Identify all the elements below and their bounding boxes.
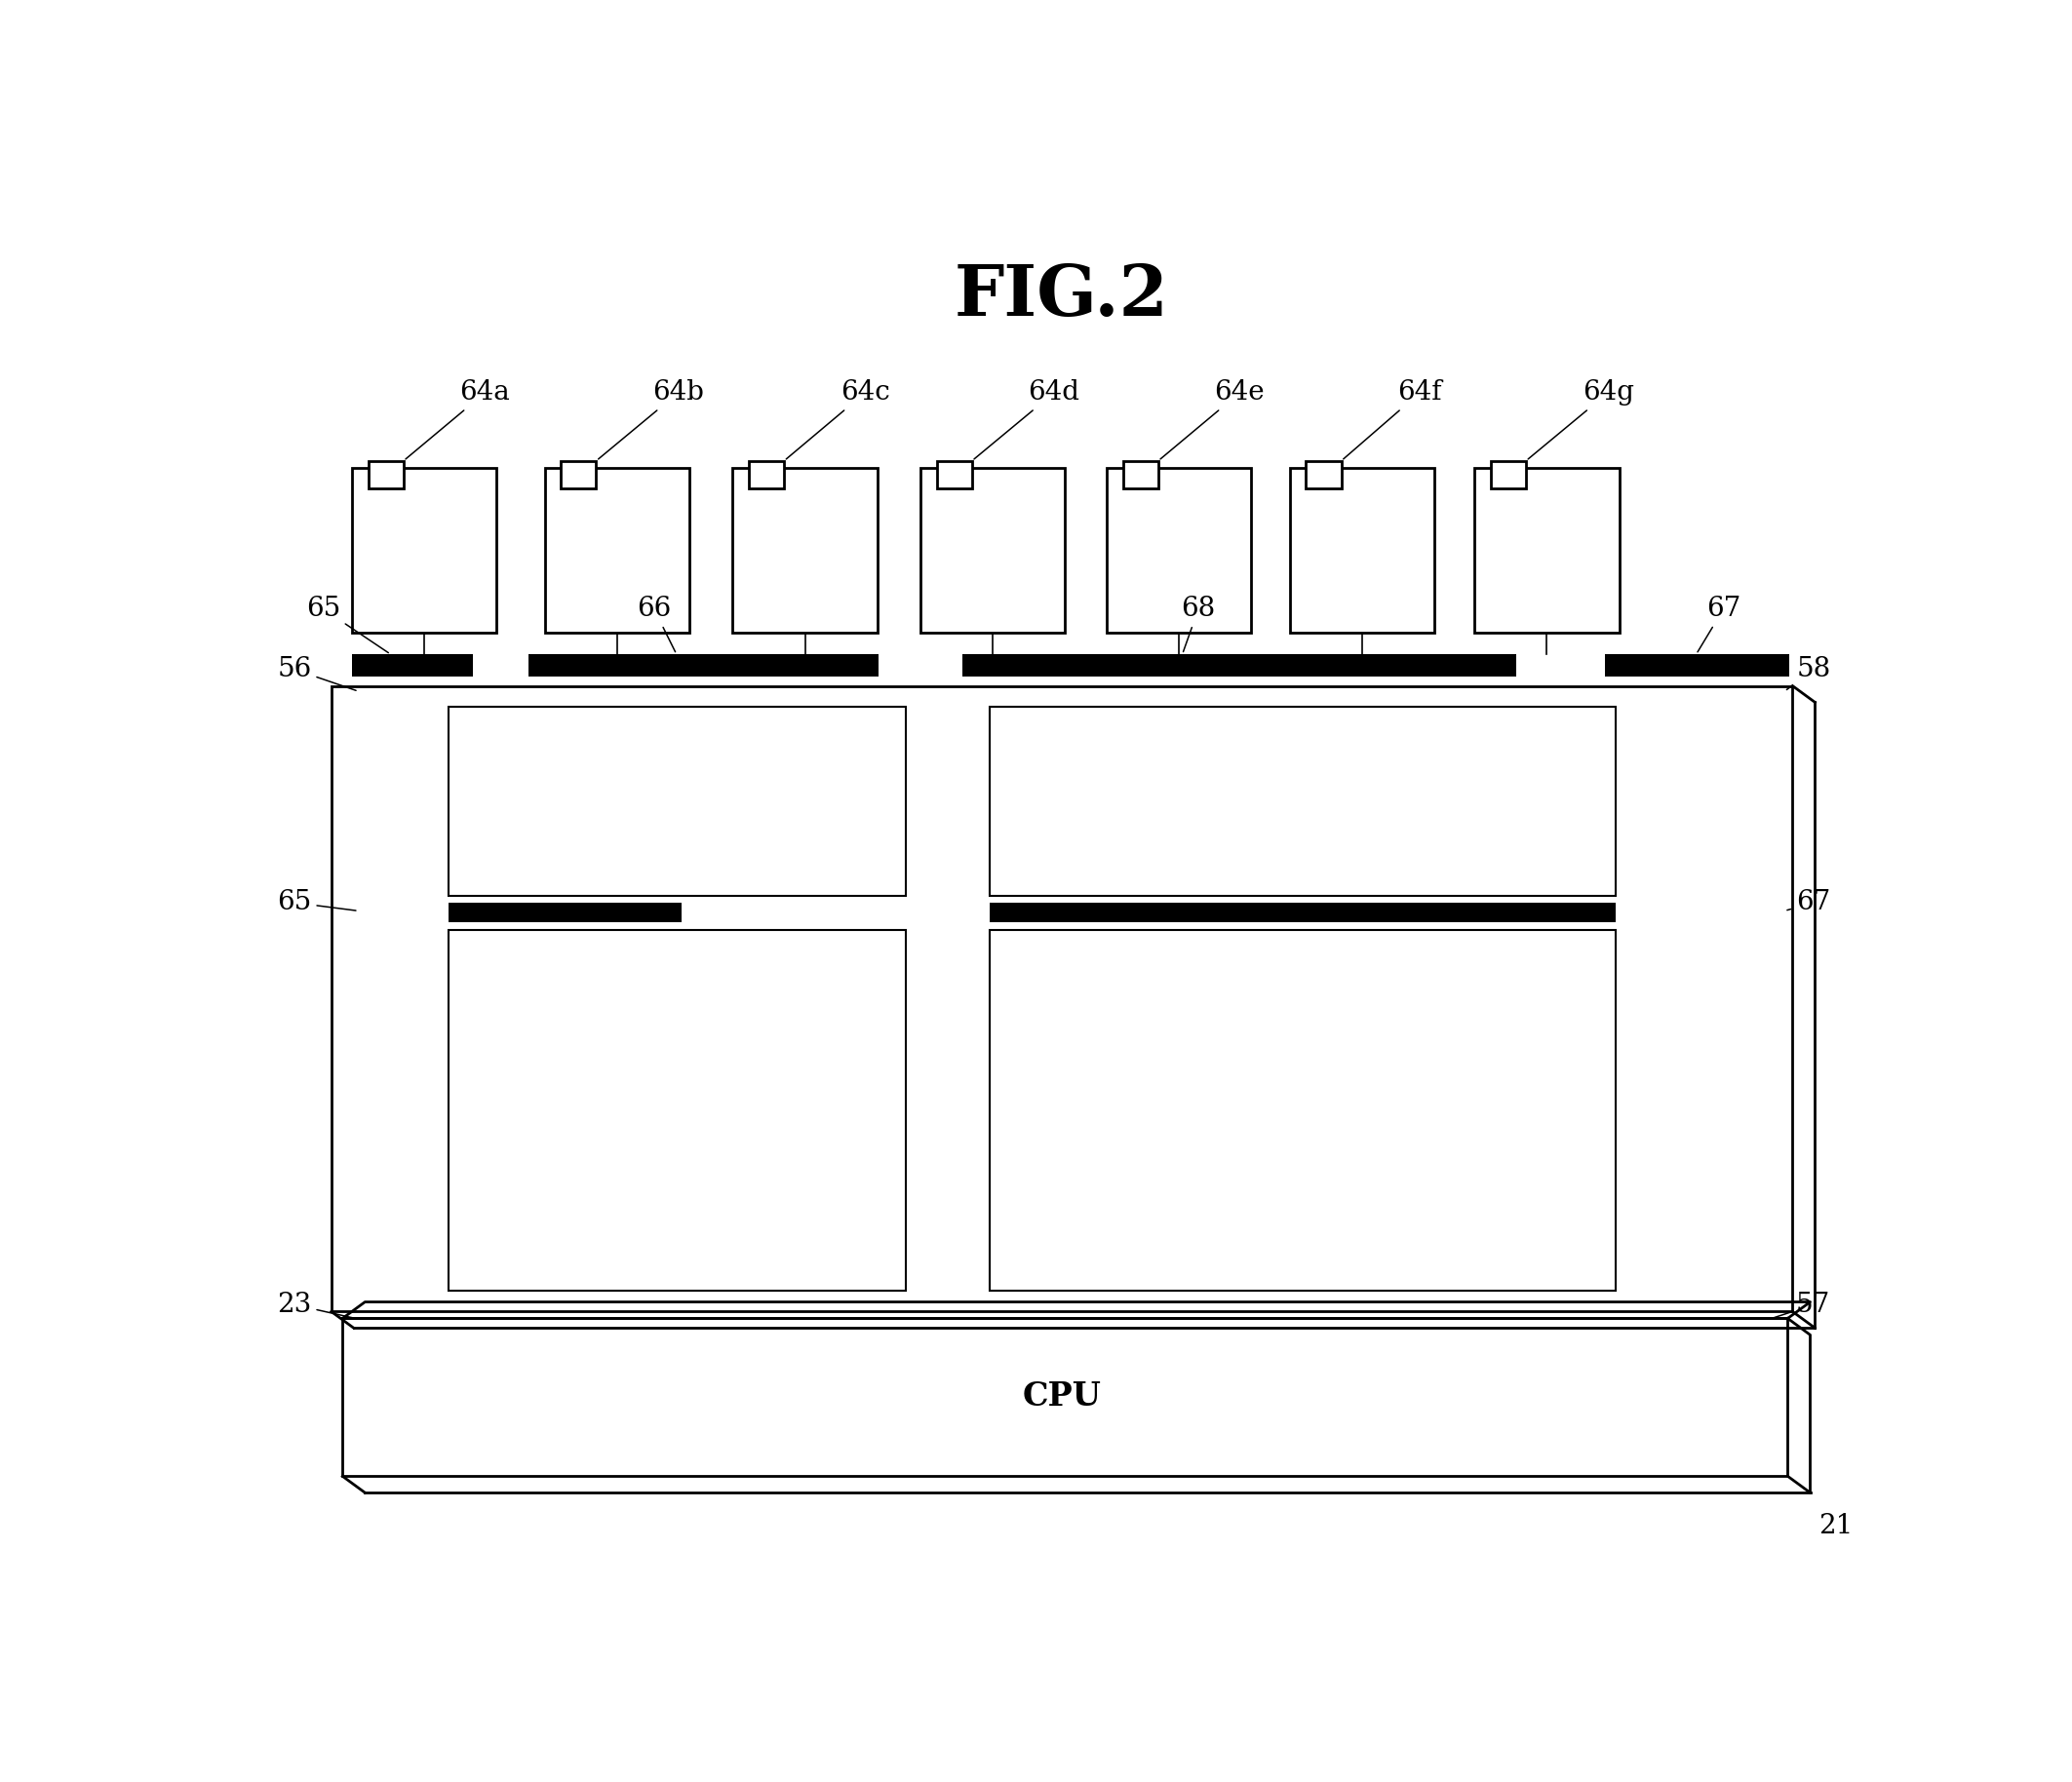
Text: 21: 21 bbox=[1819, 1513, 1852, 1540]
Bar bbox=[369, 462, 404, 488]
Bar bbox=[352, 467, 497, 633]
Text: 67: 67 bbox=[1788, 889, 1832, 916]
Bar bbox=[990, 903, 1616, 921]
Text: 64d: 64d bbox=[974, 380, 1080, 460]
Bar bbox=[1475, 467, 1618, 633]
Bar bbox=[1123, 462, 1158, 488]
Text: DEVICE DRIVER INCLUDING
POWER/ENERGY
CONTROL PROGRAM: DEVICE DRIVER INCLUDING POWER/ENERGY CON… bbox=[1080, 1078, 1525, 1165]
Text: 64a: 64a bbox=[406, 380, 510, 460]
Bar bbox=[1305, 462, 1341, 488]
Text: 56: 56 bbox=[278, 656, 356, 690]
Bar bbox=[1604, 654, 1790, 675]
Bar bbox=[920, 467, 1065, 633]
Bar bbox=[545, 467, 690, 633]
Text: 66: 66 bbox=[636, 595, 675, 652]
Text: RTOS: RTOS bbox=[636, 1108, 721, 1135]
Bar bbox=[733, 467, 876, 633]
Bar bbox=[448, 930, 905, 1290]
Bar bbox=[448, 903, 682, 921]
Bar bbox=[937, 462, 972, 488]
Text: 65: 65 bbox=[278, 889, 356, 916]
Text: 64g: 64g bbox=[1527, 380, 1635, 460]
Text: 23: 23 bbox=[278, 1292, 352, 1319]
Bar bbox=[990, 706, 1616, 896]
Text: 64f: 64f bbox=[1343, 380, 1442, 460]
Bar bbox=[342, 1319, 1788, 1475]
Text: 64e: 64e bbox=[1160, 380, 1264, 460]
Text: APPLICATION
OR MIDDLEWARE: APPLICATION OR MIDDLEWARE bbox=[1164, 773, 1442, 829]
Text: 67: 67 bbox=[1697, 595, 1740, 652]
Text: 57: 57 bbox=[1774, 1292, 1832, 1319]
Bar bbox=[1106, 467, 1251, 633]
Bar bbox=[1291, 467, 1434, 633]
Text: FIG.2: FIG.2 bbox=[955, 262, 1169, 331]
Text: 64b: 64b bbox=[599, 380, 704, 460]
Text: 58: 58 bbox=[1786, 656, 1830, 690]
Bar bbox=[990, 930, 1616, 1290]
Text: 68: 68 bbox=[1181, 595, 1216, 652]
Bar bbox=[332, 686, 1792, 1312]
Text: CPU: CPU bbox=[1021, 1381, 1102, 1413]
Bar bbox=[448, 706, 905, 896]
Text: READY STATE
WATCHING
PROGRAM: READY STATE WATCHING PROGRAM bbox=[570, 757, 785, 845]
Text: 64c: 64c bbox=[785, 380, 889, 460]
Text: 65: 65 bbox=[307, 595, 387, 652]
Bar bbox=[352, 654, 472, 675]
Bar bbox=[1490, 462, 1525, 488]
Bar bbox=[961, 654, 1517, 675]
Bar bbox=[562, 462, 597, 488]
Bar bbox=[748, 462, 783, 488]
Bar bbox=[528, 654, 879, 675]
